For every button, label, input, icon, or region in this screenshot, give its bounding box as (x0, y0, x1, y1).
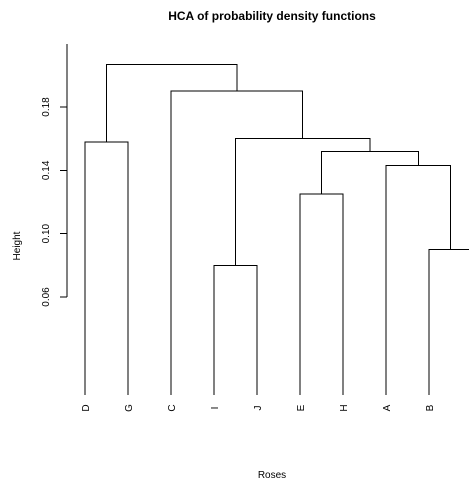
dendrogram-branch (385, 165, 451, 395)
y-axis-ticks: 0.06 0.10 0.14 0.18 (41, 97, 67, 307)
y-tick-label: 0.06 (41, 287, 52, 307)
leaf-label: G (124, 404, 135, 412)
y-tick-label: 0.14 (41, 160, 52, 180)
leaf-label: A (382, 404, 393, 411)
leaf-label: J (253, 406, 264, 411)
leaf-label: E (296, 404, 307, 411)
x-axis-label: Roses (258, 470, 286, 480)
dendrogram-branches (84, 63, 469, 395)
leaf-label: D (81, 404, 92, 411)
leaf-label: H (339, 404, 350, 411)
dendrogram-branch (428, 249, 469, 395)
chart-title: HCA of probability density functions (168, 9, 376, 23)
leaf-label: B (425, 404, 436, 411)
y-axis-label: Height (12, 231, 23, 260)
dendrogram-branch (106, 63, 238, 142)
y-tick-label: 0.18 (41, 97, 52, 117)
y-tick-label: 0.10 (41, 223, 52, 243)
dendrogram-branch (84, 141, 129, 395)
dendrogram-branch (235, 138, 371, 266)
dendrogram-leaf-labels: DGCIJEHABF (81, 404, 469, 412)
leaf-label: I (210, 407, 221, 410)
dendrogram-branch (213, 264, 258, 395)
dendrogram-branch (321, 150, 419, 195)
dendrogram-branch (170, 90, 304, 395)
dendrogram-branch (299, 193, 344, 395)
leaf-label: C (167, 404, 178, 411)
